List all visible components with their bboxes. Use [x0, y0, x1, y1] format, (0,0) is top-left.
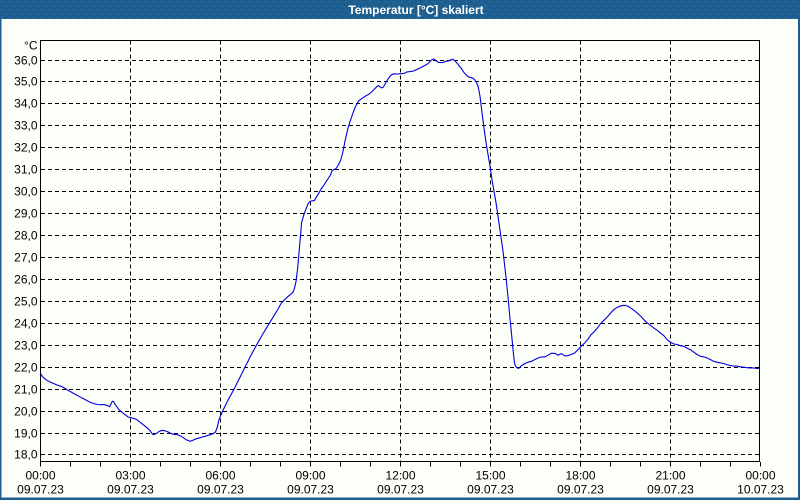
- svg-text:09:00: 09:00: [295, 469, 325, 483]
- svg-text:Temperatur [°C] skaliert: Temperatur [°C] skaliert: [348, 3, 483, 17]
- svg-text:19,0: 19,0: [14, 427, 38, 441]
- svg-text:12:00: 12:00: [385, 469, 415, 483]
- svg-text:00:00: 00:00: [745, 469, 775, 483]
- svg-text:00:00: 00:00: [25, 469, 55, 483]
- svg-text:18,0: 18,0: [14, 448, 38, 462]
- svg-text:25,0: 25,0: [14, 295, 38, 309]
- svg-text:34,0: 34,0: [14, 97, 38, 111]
- svg-text:09.07.23: 09.07.23: [197, 483, 244, 497]
- svg-text:09.07.23: 09.07.23: [287, 483, 334, 497]
- svg-text:24,0: 24,0: [14, 317, 38, 331]
- svg-text:26,0: 26,0: [14, 273, 38, 287]
- svg-text:30,0: 30,0: [14, 185, 38, 199]
- svg-text:32,0: 32,0: [14, 141, 38, 155]
- svg-text:21,0: 21,0: [14, 383, 38, 397]
- svg-text:28,0: 28,0: [14, 229, 38, 243]
- svg-text:15:00: 15:00: [475, 469, 505, 483]
- svg-text:22,0: 22,0: [14, 361, 38, 375]
- svg-text:35,0: 35,0: [14, 75, 38, 89]
- svg-text:18:00: 18:00: [565, 469, 595, 483]
- svg-text:03:00: 03:00: [115, 469, 145, 483]
- svg-text:36,0: 36,0: [14, 54, 38, 68]
- svg-text:21:00: 21:00: [655, 469, 685, 483]
- svg-text:09.07.23: 09.07.23: [557, 483, 604, 497]
- svg-text:23,0: 23,0: [14, 339, 38, 353]
- svg-text:29,0: 29,0: [14, 207, 38, 221]
- svg-text:33,0: 33,0: [14, 119, 38, 133]
- svg-text:°C: °C: [24, 39, 38, 53]
- svg-text:09.07.23: 09.07.23: [17, 483, 64, 497]
- svg-text:09.07.23: 09.07.23: [467, 483, 514, 497]
- svg-text:27,0: 27,0: [14, 251, 38, 265]
- svg-text:31,0: 31,0: [14, 163, 38, 177]
- svg-text:09.07.23: 09.07.23: [377, 483, 424, 497]
- svg-text:10.07.23: 10.07.23: [737, 483, 784, 497]
- svg-text:09.07.23: 09.07.23: [107, 483, 154, 497]
- svg-text:09.07.23: 09.07.23: [647, 483, 694, 497]
- svg-text:20,0: 20,0: [14, 405, 38, 419]
- svg-text:06:00: 06:00: [205, 469, 235, 483]
